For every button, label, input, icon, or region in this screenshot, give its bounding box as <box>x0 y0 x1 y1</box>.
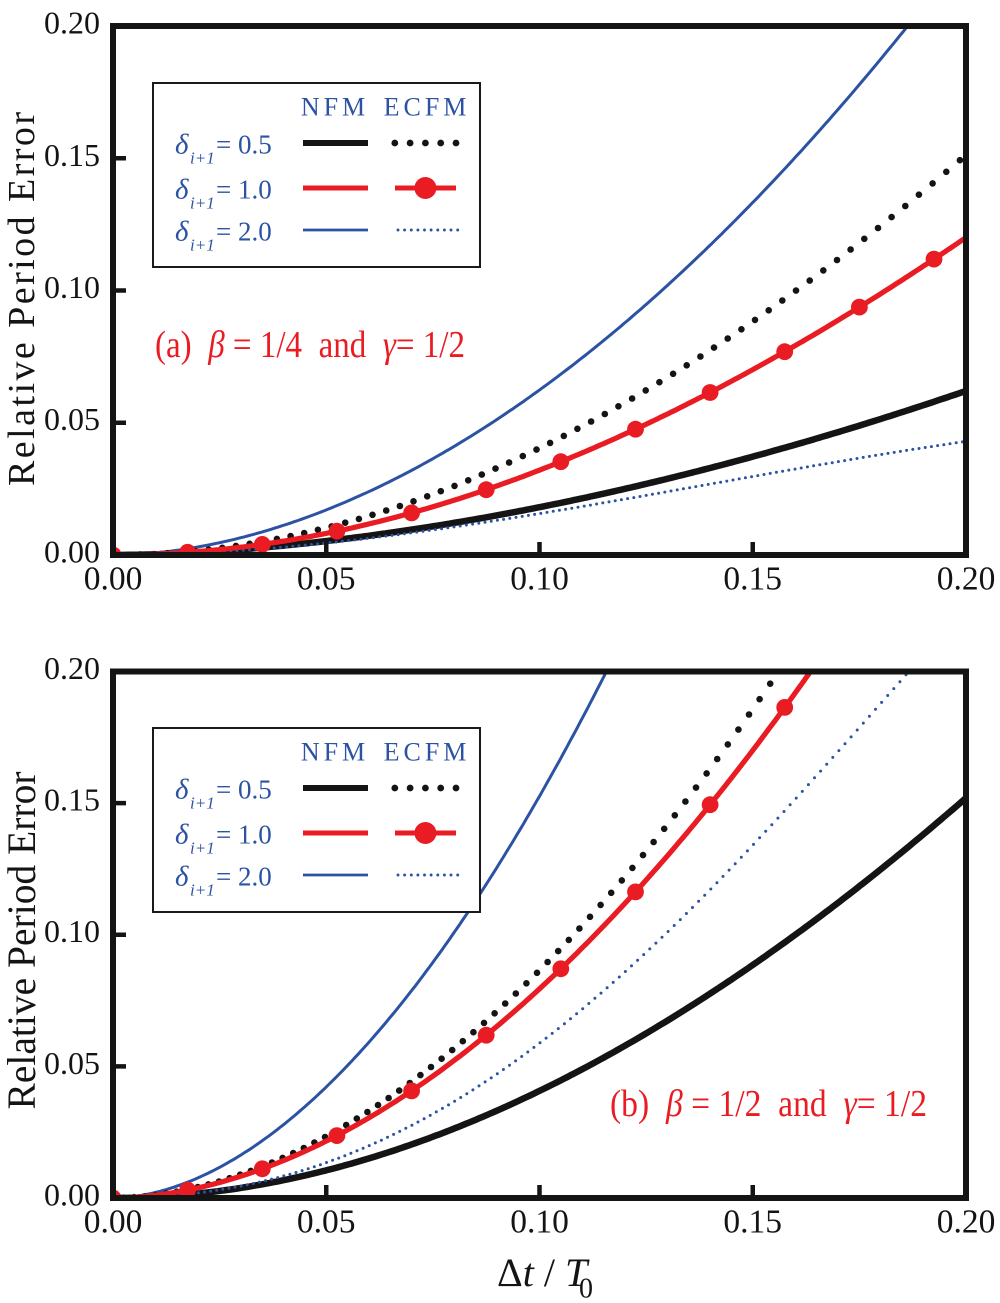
svg-text:= 0.5: = 0.5 <box>216 130 272 160</box>
svg-text:0.20: 0.20 <box>44 650 100 686</box>
svg-text:(b) β = 1/2 and γ= 1/2: (b) β = 1/2 and γ= 1/2 <box>610 1083 927 1125</box>
svg-text:0.15: 0.15 <box>44 137 100 173</box>
svg-text:δ: δ <box>175 129 189 161</box>
svg-text:= 1.0: = 1.0 <box>216 175 272 205</box>
svg-text:0.15: 0.15 <box>44 782 100 818</box>
svg-text:0: 0 <box>579 1274 593 1303</box>
svg-text:(a) β = 1/4 and γ= 1/2: (a) β = 1/4 and γ= 1/2 <box>155 324 465 366</box>
svg-text:0.15: 0.15 <box>723 1204 782 1241</box>
svg-text:Relative Period Error: Relative Period Error <box>1 112 43 486</box>
svg-text:δ: δ <box>175 774 189 806</box>
svg-text:0.15: 0.15 <box>723 561 782 598</box>
svg-text:0.00: 0.00 <box>84 561 143 598</box>
svg-text:i+1: i+1 <box>190 149 215 168</box>
svg-text:i+1: i+1 <box>190 194 215 213</box>
svg-text:δ: δ <box>175 819 189 851</box>
svg-text:δ: δ <box>175 174 189 206</box>
svg-text:ECFM: ECFM <box>384 93 471 122</box>
svg-text:ECFM: ECFM <box>384 738 471 767</box>
svg-text:0.00: 0.00 <box>44 1177 100 1213</box>
svg-text:Δt / T: Δt / T <box>497 1250 590 1295</box>
svg-text:0.10: 0.10 <box>44 913 100 949</box>
svg-text:NFM: NFM <box>301 93 369 122</box>
svg-text:i+1: i+1 <box>190 881 215 900</box>
svg-text:0.10: 0.10 <box>510 1204 569 1241</box>
svg-text:= 1.0: = 1.0 <box>216 820 272 850</box>
svg-text:= 2.0: = 2.0 <box>216 862 272 892</box>
svg-text:0.00: 0.00 <box>44 534 100 570</box>
svg-text:0.05: 0.05 <box>44 401 100 437</box>
svg-text:0.05: 0.05 <box>297 1204 356 1241</box>
svg-text:Relative Period Error: Relative Period Error <box>0 772 44 1110</box>
svg-text:δ: δ <box>175 861 189 893</box>
svg-text:0.20: 0.20 <box>44 5 100 41</box>
svg-text:i+1: i+1 <box>190 236 215 255</box>
svg-text:i+1: i+1 <box>190 794 215 813</box>
svg-text:0.10: 0.10 <box>510 561 569 598</box>
svg-text:NFM: NFM <box>301 738 369 767</box>
svg-text:0.05: 0.05 <box>297 561 356 598</box>
svg-text:δ: δ <box>175 216 189 248</box>
svg-text:0.20: 0.20 <box>937 561 996 598</box>
svg-text:0.05: 0.05 <box>44 1045 100 1081</box>
svg-text:= 0.5: = 0.5 <box>216 775 272 805</box>
svg-text:0.10: 0.10 <box>44 269 100 305</box>
svg-text:i+1: i+1 <box>190 839 215 858</box>
svg-text:0.20: 0.20 <box>937 1204 996 1241</box>
svg-text:0.00: 0.00 <box>84 1204 143 1241</box>
svg-text:= 2.0: = 2.0 <box>216 217 272 247</box>
